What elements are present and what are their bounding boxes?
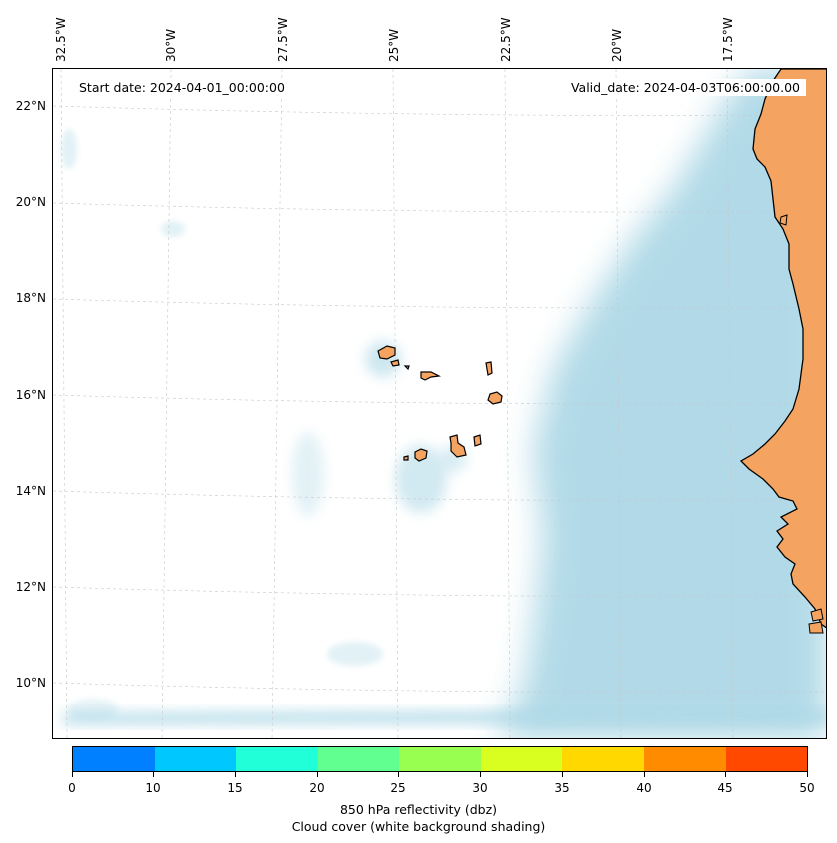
graticule: [53, 69, 826, 738]
island-sao-vicente: [390, 359, 400, 367]
colorbar-label-15: 15: [227, 781, 243, 795]
colorbar: [72, 746, 808, 772]
colorbar-segment-3: [317, 747, 400, 771]
colorbar-tick-1: [153, 772, 154, 777]
lat-label-10n: 10°N: [15, 676, 46, 690]
coastal-islet-1: [779, 214, 788, 226]
colorbar-tick-5: [480, 772, 481, 777]
island-sal: [485, 361, 493, 376]
colorbar-tick-2: [235, 772, 236, 777]
colorbar-label-45: 45: [717, 781, 733, 795]
cloud-patch-small-3: [68, 699, 118, 719]
colorbar-label-35: 35: [554, 781, 570, 795]
island-santiago: [449, 434, 467, 458]
colorbar-tick-7: [644, 772, 645, 777]
colorbar-label-30: 30: [472, 781, 488, 795]
colorbar-title: 850 hPa reflectivity (dbz): [339, 802, 498, 817]
colorbar-segment-8: [725, 747, 808, 771]
colorbar-tick-4: [398, 772, 399, 777]
colorbar-tick-9: [807, 772, 808, 777]
island-fogo: [414, 448, 428, 462]
colorbar-segment-4: [399, 747, 481, 771]
colorbar-tick-3: [317, 772, 318, 777]
start-date-label: Start date: 2024-04-01_00:00:00: [73, 79, 291, 96]
lon-label-27-5w: 27.5°W: [276, 17, 290, 62]
colorbar-label-10: 10: [145, 781, 161, 795]
gridline-lon-27-5w: [271, 69, 283, 738]
gridline-lon-25w: [392, 69, 399, 738]
colorbar-tick-8: [725, 772, 726, 777]
colorbar-label-50: 50: [799, 781, 815, 795]
lat-label-18n: 18°N: [15, 291, 46, 305]
cloud-streak-north-west: [61, 129, 77, 169]
colorbar-segment-2: [236, 747, 318, 771]
gridline-lat-10n: [53, 682, 826, 693]
gridline-lon-32-5w: [60, 69, 68, 738]
cape-verde-islands: [377, 345, 503, 462]
gridline-lat-12n: [53, 586, 826, 597]
map-canvas: [53, 69, 826, 738]
cloud-band-east: [494, 69, 826, 738]
cloud-cover-layer: [61, 69, 826, 738]
lat-label-22n: 22°N: [15, 99, 46, 113]
valid-date-label: Valid_date: 2024-04-03T06:00:00.00: [564, 79, 806, 96]
cloud-patch-small-1: [161, 221, 185, 237]
island-brava: [403, 455, 409, 461]
lon-label-20w: 20°W: [610, 28, 624, 62]
lon-label-17-5w: 17.5°W: [721, 17, 735, 62]
west-africa-landmass: [739, 69, 826, 629]
gridline-lon-17-5w: [726, 69, 734, 738]
cloud-band-south: [63, 709, 826, 725]
island-maio: [473, 434, 482, 447]
colorbar-segment-5: [480, 747, 563, 771]
colorbar-label-40: 40: [636, 781, 652, 795]
colorbar-label-20: 20: [309, 781, 325, 795]
colorbar-subtitle: Cloud cover (white background shading): [291, 819, 546, 834]
gridline-lat-22n: [53, 105, 826, 116]
map-panel[interactable]: Start date: 2024-04-01_00:00:00 Valid_da…: [52, 68, 827, 739]
lon-label-32-5w: 32.5°W: [54, 17, 68, 62]
cloud-patch-islands-south: [395, 445, 447, 513]
colorbar-tick-6: [562, 772, 563, 777]
coastal-islet-3: [808, 621, 824, 634]
colorbar-label-0: 0: [68, 781, 76, 795]
colorbar-segment-0: [73, 747, 155, 771]
island-santa-luzia: [403, 365, 410, 371]
gridline-lat-16n: [53, 394, 826, 405]
island-sao-nicolau: [420, 371, 442, 381]
gridline-lat-18n: [53, 298, 826, 309]
lon-label-22-5w: 22.5°W: [499, 17, 513, 62]
gridline-lon-30w: [161, 69, 172, 738]
lon-label-30w: 30°W: [164, 28, 178, 62]
gridline-lon-22-5w: [504, 69, 511, 738]
lat-label-12n: 12°N: [15, 580, 46, 594]
colorbar-segment-7: [643, 747, 726, 771]
lat-label-14n: 14°N: [15, 484, 46, 498]
colorbar-tick-0: [72, 772, 73, 777]
lon-label-25w: 25°W: [387, 28, 401, 62]
cloud-patch-small-2: [327, 642, 383, 666]
cloud-streak-west: [292, 432, 324, 516]
gridline-lat-14n: [53, 490, 826, 501]
island-boa-vista: [487, 391, 503, 405]
colorbar-label-25: 25: [390, 781, 406, 795]
colorbar-segment-6: [562, 747, 644, 771]
lat-label-20n: 20°N: [15, 195, 46, 209]
lat-label-16n: 16°N: [15, 388, 46, 402]
gridline-lon-20w: [615, 69, 622, 738]
island-santo-antao: [377, 345, 396, 360]
gridline-lat-20n: [53, 202, 826, 213]
colorbar-segment-1: [154, 747, 237, 771]
coastal-islet-2: [810, 608, 824, 622]
